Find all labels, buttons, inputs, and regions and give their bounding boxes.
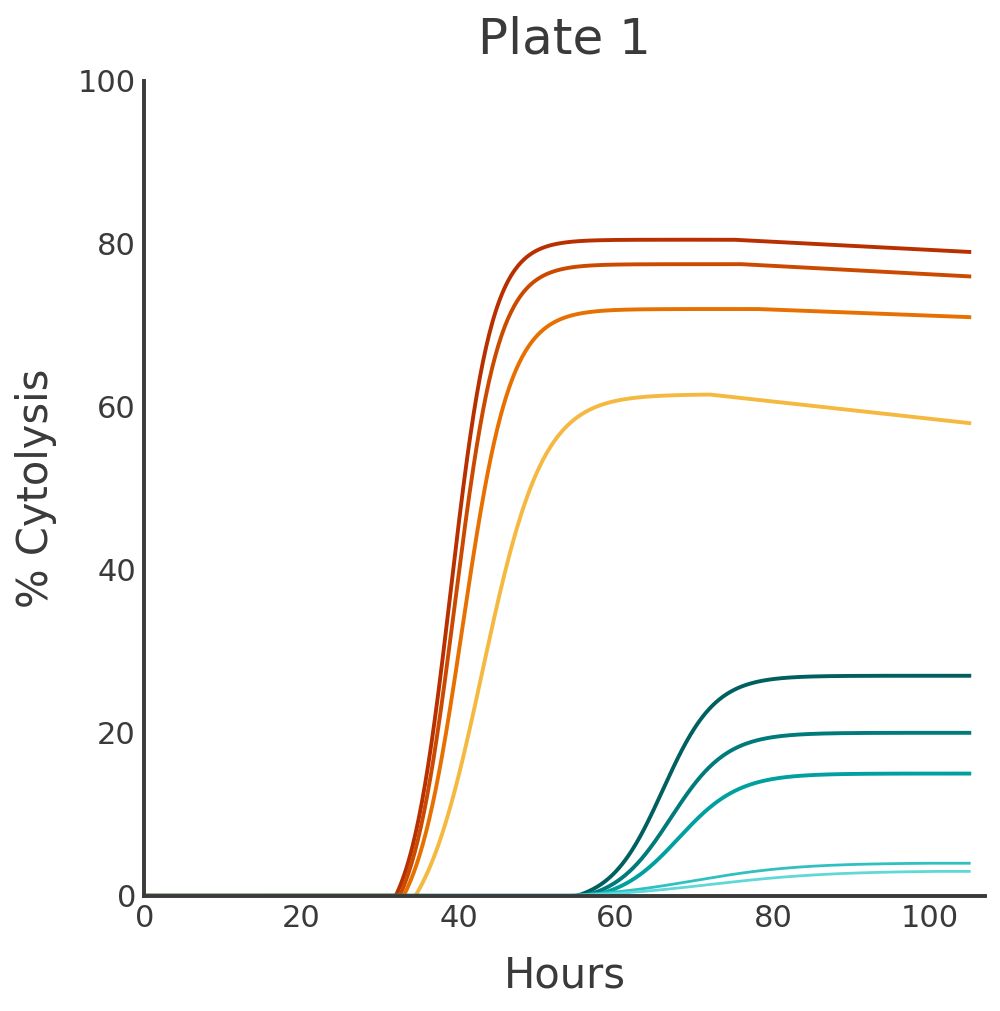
Title: Plate 1: Plate 1: [478, 15, 651, 63]
X-axis label: Hours: Hours: [504, 954, 626, 996]
Y-axis label: % Cytolysis: % Cytolysis: [15, 369, 57, 608]
